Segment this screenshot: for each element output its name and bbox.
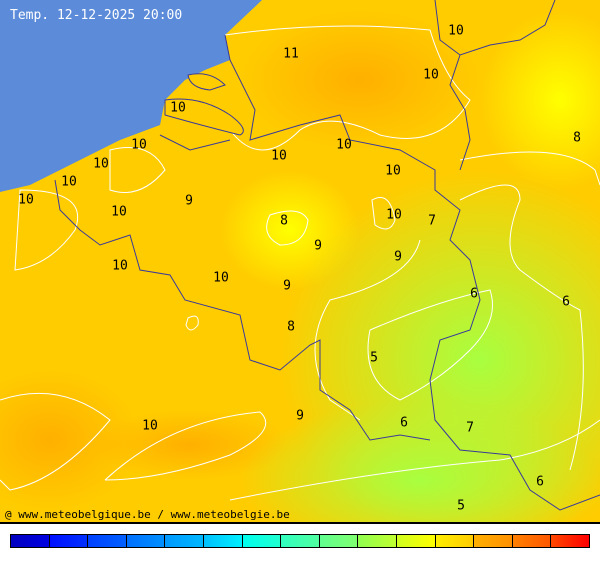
temp-label: 9 [283,278,291,294]
islands [164,73,244,136]
temp-label: 5 [457,498,465,514]
temp-label: 8 [280,213,288,229]
temp-label: 11 [283,46,299,62]
temp-label: 8 [287,319,295,335]
temp-label: 10 [423,67,439,83]
country-borders [54,0,600,511]
sea [0,0,262,192]
temp-label: 6 [400,415,408,431]
temp-label: 10 [170,100,186,116]
temp-label: 5 [370,350,378,366]
color-scale-segment [203,535,243,547]
map-graphic [0,0,600,522]
color-scale-segment [165,535,204,547]
temp-label: 6 [470,286,478,302]
isolines [0,25,600,501]
color-scale-segment [512,535,552,547]
color-scale-bar [10,534,590,548]
color-scale-segment [551,535,589,547]
temp-label: 9 [394,249,402,265]
color-scale-segment [11,535,50,547]
temp-label: 10 [386,207,402,223]
color-scale-segment [474,535,513,547]
temp-label: 9 [185,193,193,209]
temp-label: 9 [296,408,304,424]
color-scale-segment [358,535,397,547]
temp-label: 10 [336,137,352,153]
temperature-map: Temp. 12-12-2025 20:00 10 11 10 10 8 10 … [0,0,600,524]
color-scale-segment [49,535,89,547]
temp-label: 6 [562,294,570,310]
temp-label: 7 [466,420,474,436]
temp-label: 7 [428,213,436,229]
temp-label: 10 [93,156,109,172]
color-scale-segment [281,535,320,547]
temp-label: 8 [573,130,581,146]
temp-label: 10 [111,204,127,220]
map-title: Temp. 12-12-2025 20:00 [10,8,183,23]
temp-label: 10 [61,174,77,190]
color-scale-segment [396,535,436,547]
color-scale-segment [88,535,127,547]
temp-label: 10 [448,23,464,39]
temp-label: 10 [142,418,158,434]
temp-label: 10 [112,258,128,274]
color-scale-segment [126,535,166,547]
temp-label: 10 [131,137,147,153]
color-scale-segment [242,535,282,547]
color-scale-segment [435,535,475,547]
temp-label: 6 [536,474,544,490]
temp-label: 10 [18,192,34,208]
temp-label: 9 [314,238,322,254]
credit-text: @ www.meteobelgique.be / www.meteobelgie… [5,508,290,521]
color-scale-segment [319,535,359,547]
temp-label: 10 [271,148,287,164]
temp-label: 10 [385,163,401,179]
temp-label: 10 [213,270,229,286]
